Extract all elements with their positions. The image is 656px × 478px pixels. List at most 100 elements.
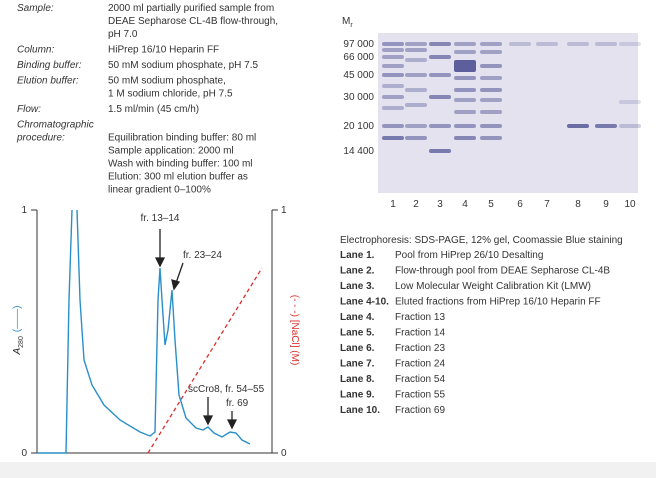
band: [429, 124, 451, 128]
band: [405, 124, 427, 128]
band: [382, 55, 404, 59]
lane-description: Fraction 54: [395, 374, 445, 385]
lane-label: Lane 1.: [340, 250, 375, 261]
band: [454, 110, 476, 114]
lane-description: Pool from HiPrep 26/10 Desalting: [395, 250, 543, 261]
band: [480, 42, 502, 46]
lane-label: Lane 9.: [340, 390, 375, 401]
condition-value: Equilibration binding buffer: 80 ml: [108, 133, 256, 144]
marker-label: 45 000: [343, 70, 374, 81]
lane-description: Fraction 24: [395, 359, 445, 370]
lane-number: 9: [603, 199, 609, 210]
marker-label: 66 000: [343, 52, 374, 63]
footer-band: [0, 462, 656, 478]
annotation: fr. 23–24: [183, 250, 222, 261]
marker-label: 30 000: [343, 92, 374, 103]
line-key: (——): [12, 305, 23, 332]
symbol: M: [342, 16, 350, 27]
lane-description: Eluted fractions from HiPrep 16/10 Hepar…: [395, 297, 601, 308]
lane-number: 10: [624, 199, 636, 210]
absorbance-trace: [37, 209, 251, 454]
lane-number: 1: [390, 199, 396, 210]
condition-value: Wash with binding buffer: 100 ml: [108, 159, 253, 170]
condition-value: 50 mM sodium phosphate, pH 7.5: [108, 60, 259, 71]
marker-label: 97 000: [343, 39, 374, 50]
lane-label: Lane 5.: [340, 328, 375, 339]
condition-label: Elution buffer:: [17, 76, 79, 87]
band: [429, 149, 451, 153]
axis-label: 0: [281, 448, 287, 459]
condition-value: pH 7.0: [108, 29, 138, 40]
band: [429, 95, 451, 99]
band: [405, 103, 427, 107]
annotation: scCro8, fr. 54–55: [188, 384, 265, 395]
band: [405, 73, 427, 77]
band: [454, 60, 476, 72]
condition-value: 50 mM sodium phosphate,: [108, 76, 226, 87]
band: [619, 42, 641, 46]
band: [595, 42, 617, 46]
lane-description: Flow-through pool from DEAE Sepharose CL…: [395, 266, 610, 277]
lane-label: Lane 10.: [340, 405, 380, 416]
arrows: [154, 229, 238, 430]
right-axis-title: (- - -) [NaCl] (M): [289, 295, 300, 366]
band: [619, 100, 641, 104]
subscript: r: [350, 22, 353, 29]
lane-number: 8: [575, 199, 581, 210]
condition-label: Chromatographic: [17, 120, 94, 131]
band: [480, 50, 502, 54]
lane-description: Fraction 55: [395, 390, 445, 401]
band: [405, 58, 427, 62]
lane-number: 4: [462, 199, 468, 210]
band: [454, 136, 476, 140]
band: [429, 42, 451, 46]
gel-caption: Electrophoresis: SDS-PAGE, 12% gel, Coom…: [340, 235, 623, 246]
band: [429, 73, 451, 77]
condition-label: Binding buffer:: [17, 60, 82, 71]
lane-label: Lane 3.: [340, 281, 375, 292]
band: [382, 42, 404, 46]
lane-number: 3: [437, 199, 443, 210]
marker-label: 14 400: [343, 146, 374, 157]
condition-value: 1.5 ml/min (45 cm/h): [108, 104, 199, 115]
lane-number: 7: [544, 199, 550, 210]
lane-label: Lane 7.: [340, 359, 375, 370]
mr-label: Mr: [342, 16, 353, 29]
axis-label: 1: [21, 205, 27, 216]
band: [454, 76, 476, 80]
lane-label: Lane 4.: [340, 312, 375, 323]
band: [454, 50, 476, 54]
band: [454, 88, 476, 92]
band: [595, 124, 617, 128]
band: [382, 136, 404, 140]
band: [480, 110, 502, 114]
band: [480, 88, 502, 92]
condition-value: DEAE Sepharose CL-4B flow-through,: [108, 16, 278, 27]
gradient-line: [147, 267, 263, 454]
condition-label: Flow:: [17, 104, 41, 115]
band: [509, 42, 531, 46]
band: [382, 106, 404, 110]
band: [567, 42, 589, 46]
band: [405, 88, 427, 92]
lane-number: 6: [517, 199, 523, 210]
lane-description: Fraction 13: [395, 312, 445, 323]
lane-label: Lane 8.: [340, 374, 375, 385]
condition-value: 1 M sodium chloride, pH 7.5: [108, 89, 233, 100]
condition-label: Column:: [17, 45, 54, 56]
band: [382, 48, 404, 52]
condition-label: procedure:: [16, 133, 65, 144]
lane-label: Lane 6.: [340, 343, 375, 354]
subscript: 280: [18, 336, 25, 348]
band: [454, 124, 476, 128]
condition-value: 2000 ml partially purified sample from: [108, 3, 274, 14]
band: [405, 136, 427, 140]
condition-label: Sample:: [17, 3, 54, 14]
band: [480, 98, 502, 102]
symbol: A: [12, 348, 23, 356]
gel-bands: [382, 42, 641, 153]
band: [454, 98, 476, 102]
band: [382, 95, 404, 99]
band: [480, 136, 502, 140]
